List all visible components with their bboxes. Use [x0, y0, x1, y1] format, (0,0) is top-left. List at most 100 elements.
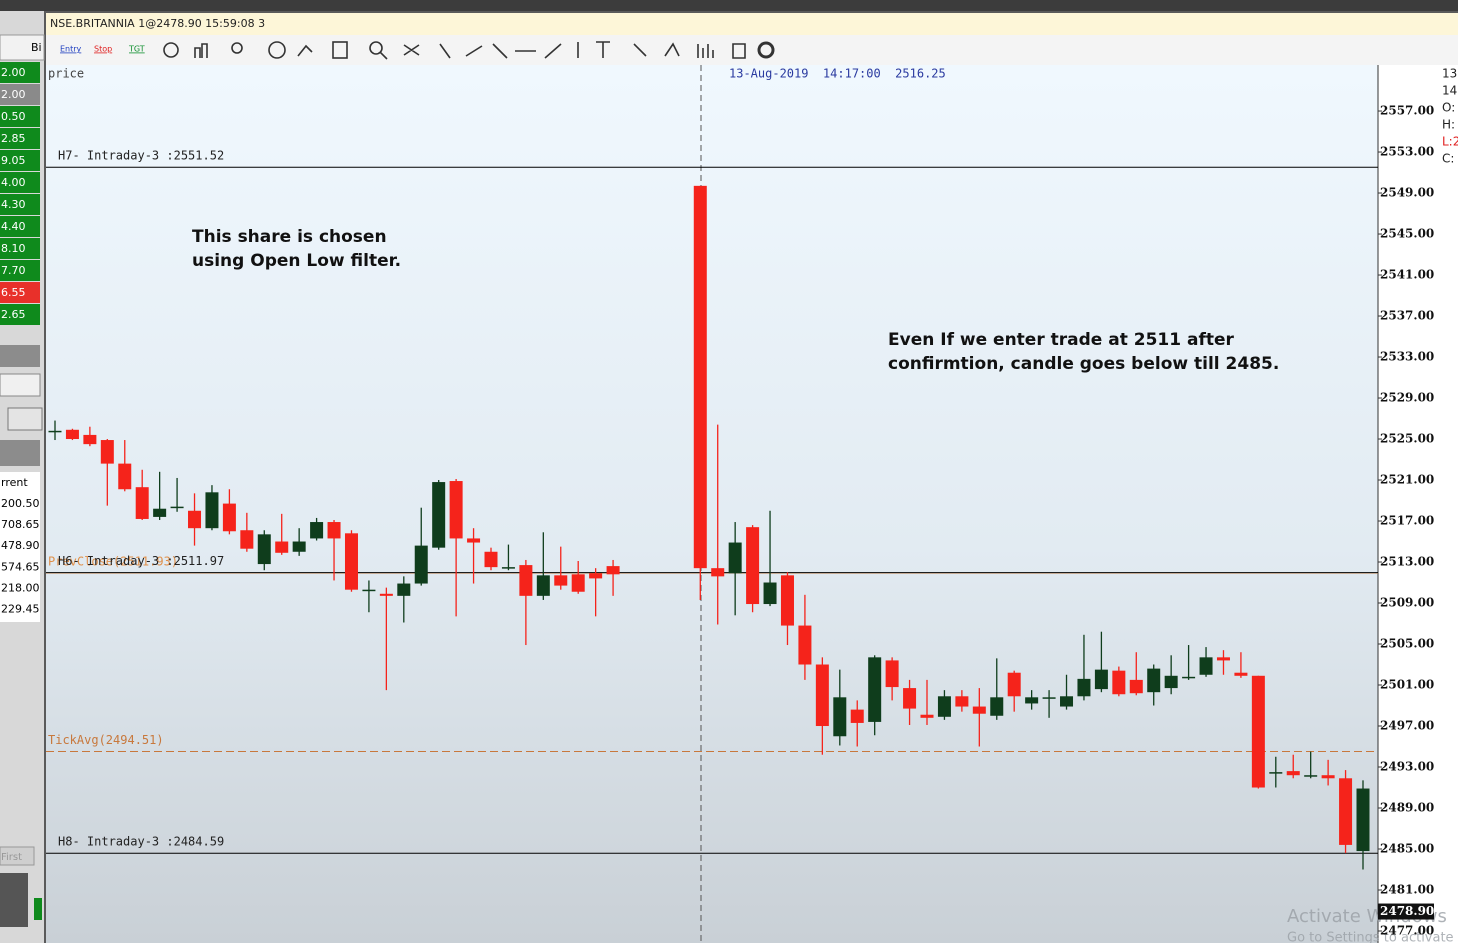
candle-body	[1216, 657, 1230, 661]
candle-body	[1286, 771, 1300, 776]
candle-body	[763, 582, 777, 605]
candle-body	[1007, 672, 1021, 697]
y-tick-label: 2557.00	[1380, 104, 1434, 118]
candle-body	[990, 697, 1004, 716]
candle-body	[798, 625, 812, 665]
y-label: price	[48, 67, 84, 81]
y-tick-label: 2517.00	[1380, 514, 1434, 528]
candle-body	[484, 551, 498, 568]
title-bar	[46, 13, 1458, 35]
quote-value: 6.55	[1, 286, 26, 299]
candle-body	[693, 185, 707, 569]
toolbar-icons[interactable]	[163, 41, 775, 60]
plot-area[interactable]	[46, 65, 1378, 943]
toolbar-button[interactable]: Stop	[94, 45, 112, 54]
candle-body	[815, 664, 829, 727]
quote-cell	[0, 62, 40, 83]
candle-body	[362, 589, 376, 592]
candle-body	[746, 527, 760, 605]
level-label: H7- Intraday-3 :2551.52	[58, 149, 224, 163]
button[interactable]	[0, 846, 35, 866]
y-tick-label: 2497.00	[1380, 719, 1434, 733]
panel-bar	[34, 898, 42, 920]
quote-value: 2.65	[1, 308, 26, 321]
candle-body	[728, 542, 742, 574]
y-tick-label: 2541.00	[1380, 268, 1434, 282]
quote-value: 2.85	[1, 132, 26, 145]
candle-body	[344, 533, 358, 590]
toolbar	[46, 35, 1458, 65]
quote-value: 9.05	[1, 154, 26, 167]
input	[7, 407, 43, 431]
window-title: NSE.BRITANNIA 1@2478.90 15:59:08 3	[50, 17, 265, 30]
quote-value: 8.10	[1, 242, 26, 255]
candle-body	[188, 510, 202, 529]
last-price-box	[1378, 903, 1434, 920]
candle-body	[501, 567, 515, 569]
table-panel	[0, 472, 40, 622]
info-text: 13	[1442, 67, 1457, 81]
y-tick-label: 2513.00	[1380, 555, 1434, 569]
annotation: Even If we enter trade at 2511 after	[888, 330, 1235, 350]
candle-body	[589, 573, 603, 579]
quote-cell	[0, 304, 40, 325]
tab[interactable]	[0, 34, 45, 61]
candle-body	[397, 583, 411, 596]
y-tick-label: 2553.00	[1380, 145, 1434, 159]
quote-cell	[0, 282, 40, 303]
y-tick-label: 2509.00	[1380, 596, 1434, 610]
level-label: TickAvg(2494.51)	[48, 733, 164, 747]
candle-body	[65, 429, 79, 440]
level-label: PrevClose(2511.93)	[48, 554, 178, 568]
candle-body	[310, 522, 324, 539]
toolbar-button[interactable]: Entry	[60, 45, 82, 54]
quote-value: 2.00	[1, 88, 26, 101]
candle-body	[1129, 679, 1143, 694]
quote-value: 4.40	[1, 220, 26, 233]
tab-label: Bi	[31, 41, 42, 54]
table-cell: 708.65	[1, 518, 40, 531]
candle-body	[920, 714, 934, 718]
candle-body	[955, 696, 969, 707]
candle-body	[240, 530, 254, 549]
info-panel	[1438, 65, 1458, 943]
y-tick-label: 2545.00	[1380, 227, 1434, 241]
info-text: L:2	[1442, 135, 1458, 149]
candle-body	[1269, 772, 1283, 774]
table-cell: 574.65	[1, 560, 40, 573]
candle-body	[1251, 675, 1265, 788]
button-label: First	[1, 852, 22, 863]
candle-body	[467, 538, 481, 543]
candle-body	[1094, 669, 1108, 690]
toolbar-button[interactable]: TGT	[128, 45, 145, 54]
y-tick-label: 2489.00	[1380, 801, 1434, 815]
dropdown	[0, 373, 41, 397]
candle-body	[327, 522, 341, 539]
table-cell: 478.90	[1, 539, 40, 552]
candle-body	[118, 463, 132, 490]
table-header: rrent	[1, 476, 28, 489]
candle-body	[937, 696, 951, 717]
last-price-label: 2478.90	[1380, 904, 1434, 918]
candle-body	[780, 575, 794, 626]
candle-body	[711, 568, 725, 577]
candle-body	[83, 434, 97, 445]
candle-body	[833, 697, 847, 737]
quote-cell	[0, 128, 40, 149]
quote-cell	[0, 238, 40, 259]
y-tick-label: 2501.00	[1380, 678, 1434, 692]
candle-body	[135, 487, 149, 519]
candle-body	[554, 575, 568, 586]
candle-body	[1182, 676, 1196, 679]
candle-body	[519, 565, 533, 596]
candle-body	[1060, 696, 1074, 707]
y-tick-label: 2549.00	[1380, 186, 1434, 200]
candle-body	[449, 481, 463, 539]
quote-cell	[0, 216, 40, 237]
quote-value: 4.30	[1, 198, 26, 211]
y-tick-label: 2529.00	[1380, 391, 1434, 405]
info-text: H:	[1442, 118, 1455, 132]
y-tick-label: 2505.00	[1380, 637, 1434, 651]
candle-body	[606, 566, 620, 575]
